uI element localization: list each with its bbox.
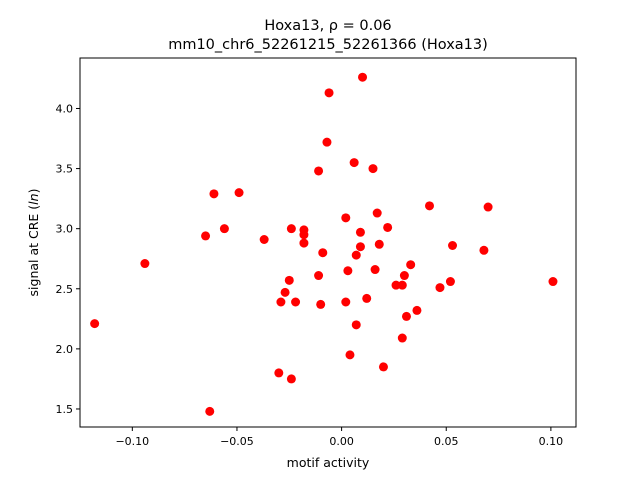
x-tick-label: 0.05: [434, 435, 459, 448]
data-point: [322, 137, 332, 147]
data-point: [435, 283, 445, 293]
data-point: [479, 245, 489, 255]
data-point: [548, 277, 558, 287]
data-point: [378, 362, 388, 372]
data-point: [401, 311, 411, 321]
data-point: [351, 320, 361, 330]
data-point: [445, 277, 455, 287]
data-point: [316, 299, 326, 309]
y-tick-label: 2.0: [56, 343, 74, 356]
data-point: [425, 201, 434, 211]
data-point: [448, 241, 458, 250]
data-point: [259, 235, 269, 244]
data-point: [205, 406, 215, 416]
data-point: [318, 248, 328, 258]
chart-title-line2: mm10_chr6_52261215_52261366 (Hoxa13): [168, 37, 488, 53]
data-point: [314, 166, 324, 176]
data-point: [299, 238, 309, 248]
data-point: [397, 280, 407, 290]
data-point: [234, 188, 244, 198]
x-axis-ticks: −0.10 −0.05 0.00 0.05 0.10: [115, 427, 563, 448]
data-point: [397, 333, 407, 343]
data-point: [343, 266, 353, 276]
data-point: [286, 224, 296, 234]
plot-area-frame: [79, 57, 577, 428]
data-point: [370, 265, 380, 275]
data-point: [355, 242, 365, 252]
data-point: [219, 224, 229, 234]
data-point: [412, 305, 422, 315]
data-point: [406, 260, 416, 270]
data-point: [276, 297, 286, 307]
data-point: [345, 350, 355, 360]
data-point: [314, 271, 324, 281]
data-point: [140, 259, 150, 269]
data-point: [351, 250, 361, 260]
data-point: [286, 374, 296, 384]
x-tick-label: 0.10: [539, 435, 564, 448]
data-point: [299, 230, 309, 240]
data-point: [368, 164, 378, 174]
data-point: [274, 368, 284, 378]
x-axis-label: motif activity: [287, 455, 370, 470]
x-tick-label: 0.00: [329, 435, 354, 448]
data-point: [284, 275, 294, 285]
data-point: [90, 319, 100, 329]
data-point: [372, 208, 382, 218]
data-point: [280, 287, 290, 297]
y-tick-label: 2.5: [56, 283, 74, 296]
data-point: [341, 213, 351, 223]
data-point: [399, 271, 409, 281]
y-tick-label: 3.0: [56, 223, 74, 236]
y-tick-label: 4.0: [56, 102, 74, 115]
data-point: [391, 280, 401, 290]
data-point: [355, 227, 365, 237]
data-point: [341, 297, 351, 307]
data-point: [209, 189, 219, 199]
data-point: [201, 231, 211, 241]
chart-title-line1: Hoxa13, ρ = 0.06: [264, 18, 391, 34]
data-point: [483, 202, 493, 212]
y-tick-label: 3.5: [56, 163, 74, 176]
data-point: [383, 222, 393, 232]
x-tick-label: −0.10: [115, 435, 149, 448]
y-tick-label: 1.5: [56, 403, 74, 416]
data-points: [90, 72, 558, 416]
data-point: [291, 297, 301, 307]
data-point: [362, 293, 372, 303]
y-axis-label: signal at CRE (ln): [26, 189, 41, 297]
data-point: [349, 158, 359, 168]
data-point: [358, 72, 368, 82]
data-point: [324, 88, 334, 98]
x-tick-label: −0.05: [220, 435, 254, 448]
y-axis-ticks: 1.5 2.0 2.5 3.0 3.5 4.0: [56, 102, 80, 416]
data-point: [374, 239, 384, 249]
